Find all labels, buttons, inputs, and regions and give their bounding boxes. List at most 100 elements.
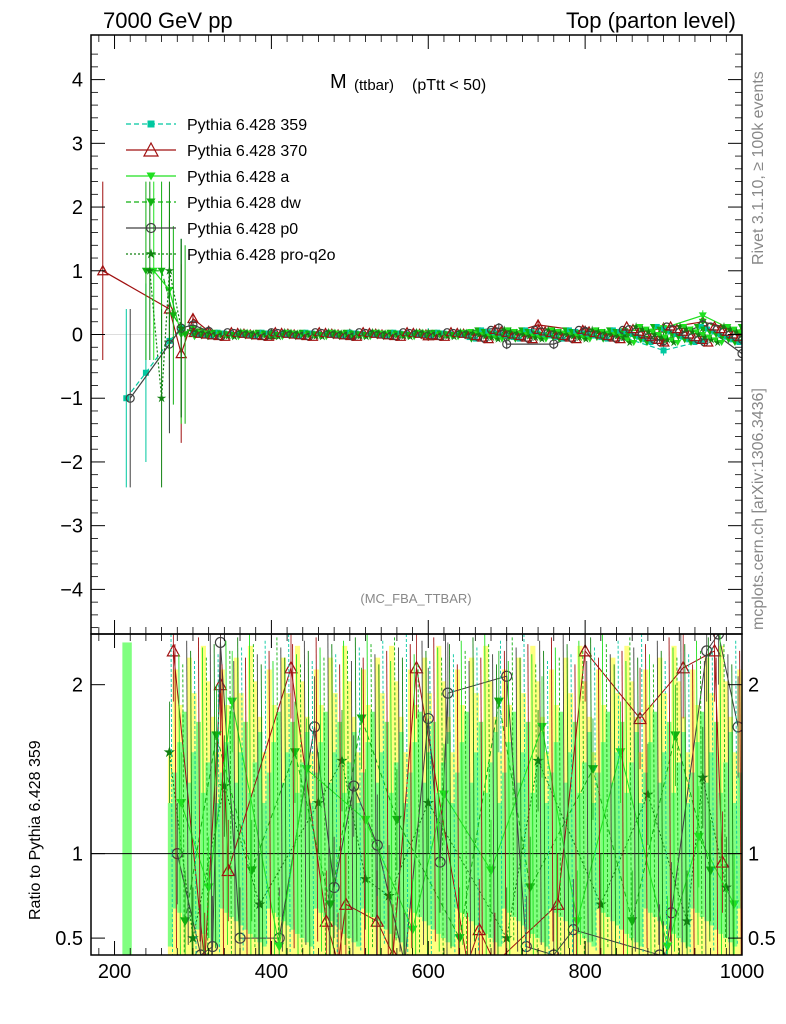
ratio-point-p370 (283, 660, 299, 674)
ratio-band-bin (440, 762, 447, 939)
ratio-spike-line (299, 664, 303, 955)
data-point-pq2o (694, 330, 704, 339)
ratio-spike-line (496, 664, 499, 955)
data-point-p359 (642, 337, 648, 343)
side-text-bottom: mcplots.cern.ch [arXiv:1306.3436] (750, 388, 767, 630)
y-tick-label: −3 (60, 516, 83, 538)
ratio-point-pq2o (383, 889, 395, 901)
ratio-line-pdw (184, 701, 712, 940)
ratio-band-bin (563, 782, 569, 922)
ratio-spike-line (398, 647, 401, 952)
data-point-p359 (723, 334, 729, 340)
ratio-point-pp0 (701, 645, 713, 657)
ratio-band-bin (196, 721, 202, 930)
data-point-pa (667, 337, 675, 344)
data-point-pp0 (502, 339, 512, 349)
ratio-spike-line (476, 647, 479, 952)
data-point-pq2o (663, 335, 672, 344)
ratio-point-pp0 (732, 721, 742, 733)
ratio-spike-line (574, 664, 577, 955)
ratio-band-bin (205, 762, 211, 939)
data-point-pa (630, 340, 638, 347)
ratio-point-p370 (633, 711, 648, 725)
data-point-pq2o (293, 329, 302, 338)
ratio-spike-line (229, 650, 232, 955)
data-point-pa (699, 332, 707, 338)
data-point-pa (680, 323, 688, 330)
ratio-point-p370 (166, 643, 181, 657)
ratio-spike-line (739, 650, 742, 955)
data-point-p359 (686, 337, 692, 343)
ratio-spike-line (672, 647, 675, 952)
legend-marker-pdw (146, 198, 156, 207)
ratio-spike-line (205, 657, 209, 955)
data-point-p359 (711, 329, 717, 335)
ratio-spike-line (656, 640, 660, 945)
data-point-pq2o (531, 333, 540, 342)
data-point-pq2o (512, 328, 522, 337)
ratio-band-bin (346, 762, 352, 939)
ratio-band-bin (539, 731, 545, 943)
data-point-pq2o (236, 327, 246, 336)
ratio-point-p370 (409, 660, 424, 674)
ratio-point-pdw (627, 917, 638, 927)
ratio-spike-line (264, 640, 268, 945)
side-text-top: Rivet 3.1.10, ≥ 100k events (750, 71, 767, 265)
plot-title-main: M (330, 71, 347, 93)
ratio-band-bin (643, 772, 649, 909)
ratio-band-bin (492, 731, 498, 943)
ratio-band-bin (690, 772, 696, 909)
data-point-pq2o (625, 338, 635, 347)
ratio-spike-line (696, 640, 699, 945)
data-point-p359 (635, 334, 641, 340)
ratio-point-pq2o (501, 932, 513, 943)
y-tick-label: 3 (72, 133, 83, 155)
ratio-band-bin (676, 762, 682, 939)
data-point-pq2o (669, 338, 678, 347)
legend-marker-pa (146, 172, 156, 181)
ratio-band-bin (167, 802, 174, 947)
data-point-pp0 (549, 339, 559, 349)
data-point-pq2o (280, 327, 289, 336)
ratio-spike-line (484, 634, 487, 955)
data-point-pa (642, 326, 650, 333)
ratio-band-bin (243, 721, 249, 930)
ratio-spike-line (535, 664, 538, 955)
ratio-spike-line (288, 634, 291, 955)
ratio-band-bin (191, 752, 197, 926)
ratio-spike-line (598, 657, 601, 955)
data-point-pq2o (606, 330, 616, 339)
ratio-spike-line (276, 637, 279, 942)
data-point-pq2o (468, 328, 478, 337)
data-point-p359 (704, 326, 710, 332)
data-point-pq2o (518, 330, 528, 339)
ratio-spike-line (327, 634, 330, 955)
header-right: Top (parton level) (566, 8, 736, 33)
ratio-point-pq2o (187, 932, 199, 943)
ratio-spike-line (256, 654, 260, 955)
ratio-spike-line (558, 657, 562, 955)
ratio-band-bin (709, 752, 715, 926)
ratio-spike-line (237, 637, 240, 942)
ratio-band-bin (219, 772, 225, 909)
ratio-band-bin (723, 762, 729, 939)
ratio-band-bin (567, 752, 574, 926)
data-point-pa (542, 336, 550, 343)
ratio-point-pq2o (253, 898, 266, 910)
data-point-pq2o (644, 327, 653, 336)
ratio-spike-line (405, 634, 409, 955)
data-point-p359 (629, 332, 635, 337)
ratio-spike-line (315, 637, 319, 942)
data-point-pq2o (688, 327, 697, 336)
ratio-spike-line (617, 640, 621, 945)
ratio-band-bin (403, 802, 409, 947)
data-point-p359 (623, 329, 629, 335)
ratio-spike-line (582, 650, 585, 955)
ratio-spike-line (374, 654, 377, 955)
ratio-band-bin (398, 731, 404, 943)
ratio-band-bin (520, 752, 527, 926)
data-point-pp0 (737, 349, 742, 359)
header-left: 7000 GeV pp (103, 8, 233, 33)
ratio-spike-line (472, 637, 475, 942)
ratio-spike-line (323, 657, 326, 955)
